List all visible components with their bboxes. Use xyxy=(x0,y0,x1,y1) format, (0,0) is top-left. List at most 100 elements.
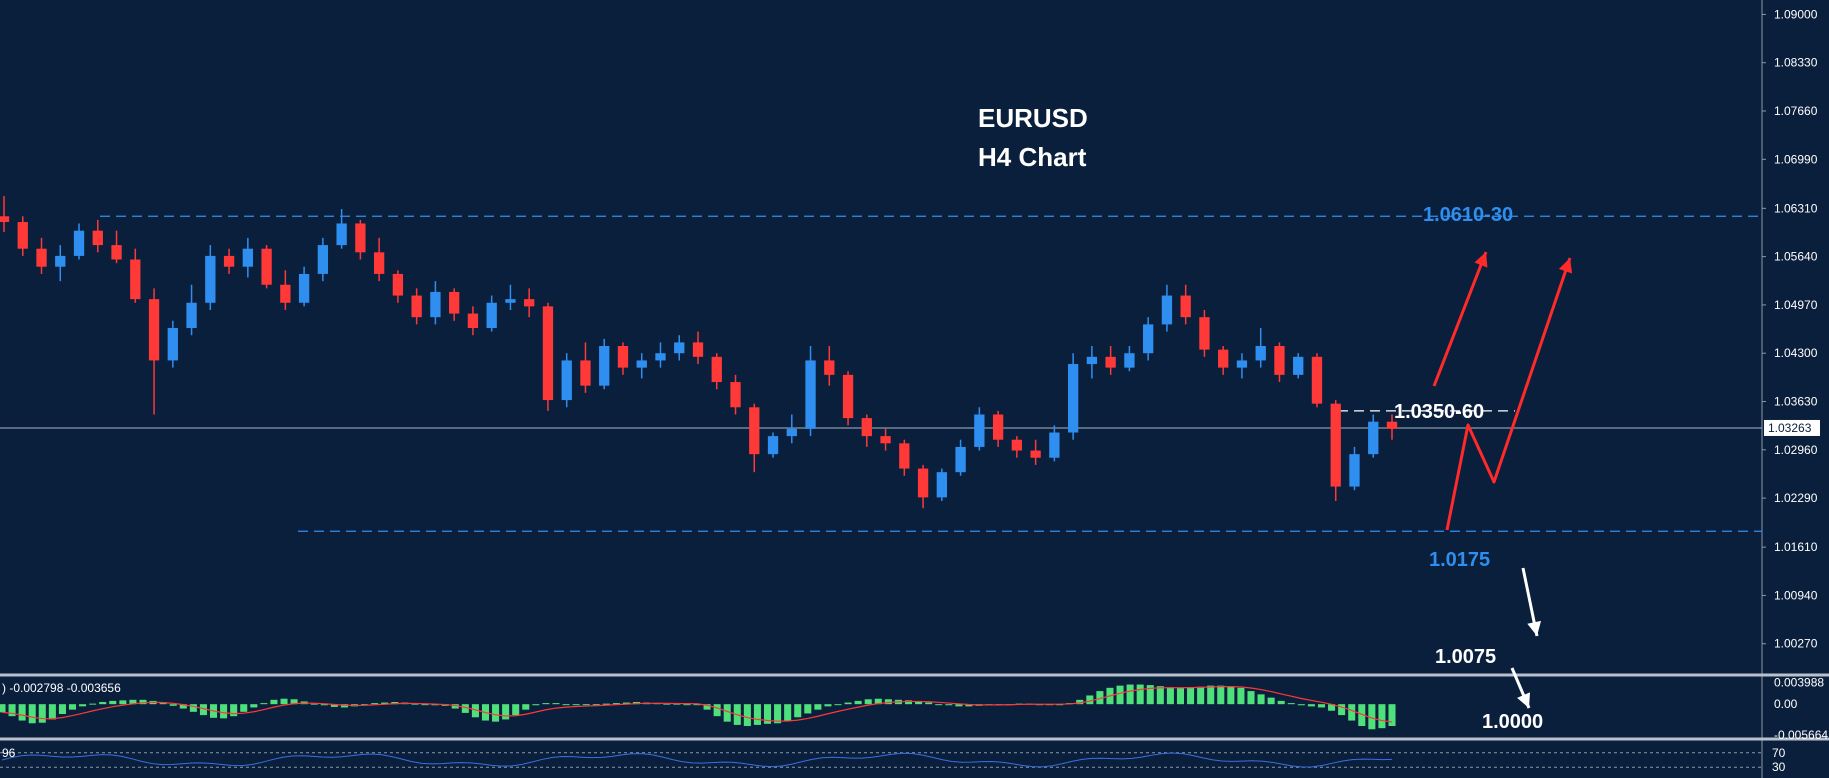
candle xyxy=(711,353,722,390)
candle xyxy=(1105,346,1116,375)
macd-bar xyxy=(864,699,872,705)
projection-arrows xyxy=(1432,251,1573,709)
macd-tick-label: 0.003988 xyxy=(1774,675,1824,689)
macd-bar xyxy=(824,704,832,707)
macd-bar xyxy=(411,703,419,705)
candle-body xyxy=(1386,421,1398,429)
macd-bar xyxy=(1307,704,1315,707)
candle xyxy=(449,288,460,321)
candle xyxy=(1124,346,1135,372)
y-tick-label: 1.00940 xyxy=(1774,588,1818,602)
candle xyxy=(636,353,647,379)
macd-bar xyxy=(502,704,510,720)
macd-bar xyxy=(1096,691,1104,705)
candle xyxy=(749,403,760,473)
candle-body xyxy=(1293,356,1304,375)
candle xyxy=(1330,400,1341,501)
macd-bar xyxy=(552,703,560,705)
bear-arrow-1 xyxy=(1521,567,1542,637)
candle-body xyxy=(1199,317,1210,350)
macd-bar xyxy=(1368,704,1376,730)
macd-bar xyxy=(1187,687,1195,705)
y-tick-label: 1.06990 xyxy=(1774,152,1818,166)
macd-bar xyxy=(1358,704,1366,726)
macd-bar xyxy=(421,704,429,706)
macd-bar xyxy=(270,699,278,705)
candle xyxy=(1143,317,1154,361)
macd-bar xyxy=(925,702,933,705)
macd-bar xyxy=(129,699,137,705)
macd-bar xyxy=(1116,685,1124,705)
candle-body xyxy=(242,248,253,267)
macd-bar xyxy=(109,700,117,705)
macd-bar xyxy=(915,701,923,705)
macd-bar xyxy=(904,700,913,705)
level-lines xyxy=(100,215,1762,532)
candle xyxy=(1067,353,1079,440)
candle-body xyxy=(223,255,235,267)
candle xyxy=(542,302,554,411)
candle xyxy=(786,414,797,444)
bull-arrow-direct-head xyxy=(1474,252,1488,268)
candle xyxy=(1293,353,1304,379)
macd-tick-label: -0.005664 xyxy=(1774,728,1828,742)
y-tick-label: 1.02290 xyxy=(1774,491,1818,505)
macd-bar xyxy=(1146,685,1154,705)
candle-body xyxy=(805,360,816,429)
candle xyxy=(467,306,479,336)
candle-body xyxy=(1049,432,1060,458)
candle-body xyxy=(1330,403,1341,487)
candle xyxy=(1218,346,1229,375)
candle-body xyxy=(55,255,66,267)
macd-bar xyxy=(310,703,318,705)
candle xyxy=(1049,425,1060,462)
candle xyxy=(223,248,235,274)
macd-bar xyxy=(220,704,228,719)
candle xyxy=(411,288,422,325)
macd-bar xyxy=(230,704,238,717)
macd-bar xyxy=(119,700,127,705)
y-tick-label: 1.08330 xyxy=(1774,56,1818,70)
y-tick-label: 1.09000 xyxy=(1774,7,1818,21)
y-tick-label: 1.04970 xyxy=(1774,298,1818,312)
candle-body xyxy=(73,230,85,256)
candle xyxy=(17,216,28,256)
macd-bar xyxy=(330,704,338,707)
macd-bar xyxy=(361,704,369,706)
macd-bar xyxy=(804,704,812,714)
candle xyxy=(617,342,629,375)
y-tick-label: 1.06310 xyxy=(1774,201,1818,215)
candle-body xyxy=(392,273,404,296)
candle xyxy=(655,342,666,368)
chart-subtitle: H4 Chart xyxy=(978,142,1087,172)
macd-bar xyxy=(955,704,963,707)
macd-bar xyxy=(68,704,77,710)
macd-bar xyxy=(582,704,590,706)
candle xyxy=(1311,353,1323,408)
level-label: 1.0350-60 xyxy=(1394,401,1484,423)
candle xyxy=(280,270,291,310)
candle-body xyxy=(730,382,741,408)
macd-bar xyxy=(48,704,56,720)
macd-bar xyxy=(1317,704,1326,708)
macd-bar xyxy=(260,703,268,705)
candle xyxy=(55,245,66,282)
candle xyxy=(317,237,329,282)
macd-bar xyxy=(1237,687,1245,705)
macd-bar xyxy=(8,704,16,717)
candle xyxy=(392,270,404,303)
macd-bar xyxy=(199,704,207,716)
macd-bar xyxy=(381,702,389,705)
candle-body xyxy=(92,230,103,246)
macd-bar xyxy=(89,703,97,705)
macd-bar xyxy=(1348,704,1356,721)
macd-label: ) -0.002798 -0.003656 xyxy=(2,681,121,695)
candle-body xyxy=(430,291,441,318)
macd-bar xyxy=(1257,694,1265,705)
y-tick-label: 1.01610 xyxy=(1774,540,1818,554)
y-tick-label: 1.07660 xyxy=(1774,104,1818,118)
candles xyxy=(0,196,1398,509)
candle xyxy=(1368,414,1379,458)
